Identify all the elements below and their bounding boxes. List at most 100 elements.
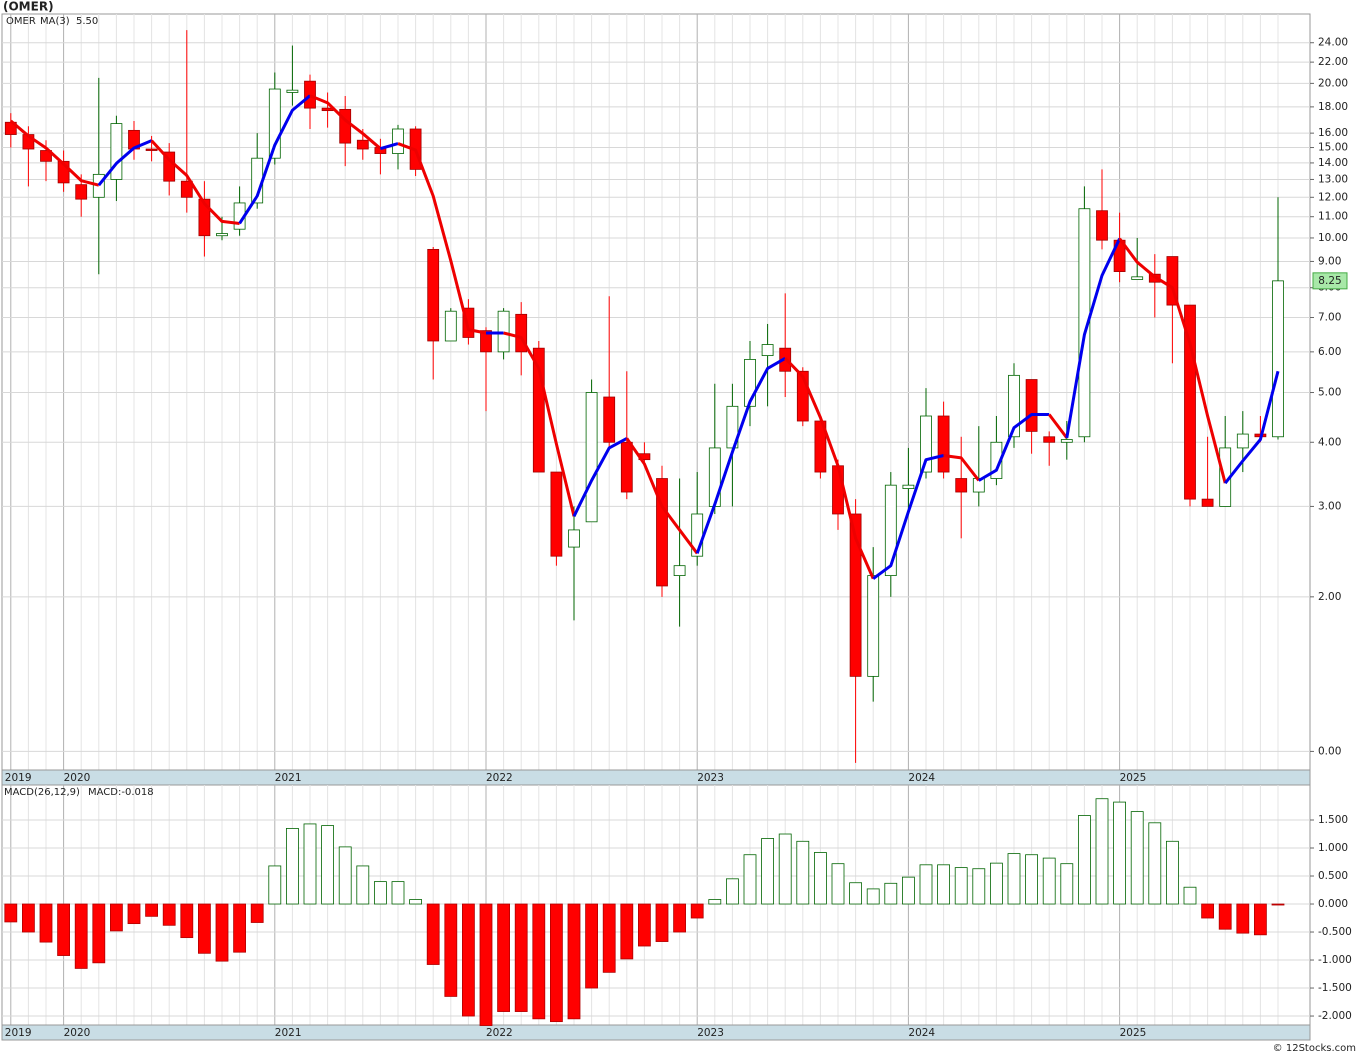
macd-bar bbox=[673, 903, 686, 933]
macd-bar bbox=[919, 864, 933, 905]
moving-average-line bbox=[1065, 237, 1121, 439]
moving-average-line bbox=[872, 454, 944, 580]
macd-bar bbox=[620, 903, 634, 960]
macd-bar bbox=[215, 903, 229, 962]
x-tick-label: 2022 bbox=[486, 1027, 513, 1039]
indicator-value: MACD:-0.018 bbox=[88, 787, 154, 798]
macd-bar bbox=[426, 903, 440, 965]
candle-body bbox=[1096, 210, 1108, 241]
candle-body bbox=[304, 80, 316, 109]
macd-bar bbox=[356, 865, 370, 905]
macd-bar bbox=[849, 882, 862, 905]
y-tick-label: -1.000 bbox=[1318, 954, 1352, 966]
macd-bar bbox=[1060, 863, 1074, 905]
page-title: (OMER) bbox=[3, 0, 54, 14]
y-tick-label: -1.500 bbox=[1318, 982, 1352, 994]
macd-bar bbox=[1007, 853, 1021, 905]
candle-body bbox=[268, 88, 281, 159]
macd-bar bbox=[162, 903, 176, 926]
candle-body bbox=[515, 313, 528, 353]
candle-body bbox=[462, 307, 475, 338]
macd-bar bbox=[1025, 854, 1038, 905]
ma-name: MA(3) bbox=[40, 16, 70, 27]
y-tick-label: 2.00 bbox=[1318, 591, 1341, 603]
x-axis-band bbox=[1, 769, 1311, 786]
moving-average-line bbox=[1048, 413, 1068, 439]
macd-bar bbox=[250, 903, 264, 923]
candle-body bbox=[1184, 304, 1196, 500]
y-tick-label: 16.00 bbox=[1318, 127, 1348, 139]
moving-average-line bbox=[150, 139, 240, 225]
candle-body bbox=[1201, 498, 1214, 507]
candle-body bbox=[744, 359, 756, 407]
macd-bar bbox=[74, 903, 88, 969]
x-tick-label: 2021 bbox=[275, 1027, 302, 1039]
y-tick-label: -2.000 bbox=[1318, 1010, 1352, 1022]
macd-bar bbox=[1201, 903, 1214, 919]
y-tick-label: 1.500 bbox=[1318, 814, 1348, 826]
y-tick-label: 12.00 bbox=[1318, 191, 1348, 203]
x-tick-label: 2023 bbox=[697, 772, 724, 784]
macd-bar bbox=[21, 903, 35, 933]
moving-average-line bbox=[379, 142, 399, 151]
macd-bar bbox=[796, 840, 810, 905]
credit: © 12Stocks.com bbox=[1273, 1043, 1356, 1054]
y-tick-label: 24.00 bbox=[1318, 37, 1348, 49]
candle-body bbox=[1236, 433, 1249, 449]
moving-average-line bbox=[784, 357, 875, 580]
candle-body bbox=[656, 478, 668, 587]
candle-body bbox=[884, 484, 897, 576]
y-tick-label: 0.00 bbox=[1318, 745, 1341, 757]
x-tick-label: 2025 bbox=[1120, 1027, 1147, 1039]
macd-bar bbox=[391, 881, 405, 905]
y-tick-label: 0.500 bbox=[1318, 870, 1348, 882]
candle-body bbox=[216, 233, 228, 237]
y-tick-label: 3.00 bbox=[1318, 500, 1341, 512]
last-price-box bbox=[1312, 272, 1348, 290]
y-tick-label: 15.00 bbox=[1318, 142, 1348, 154]
candle-body bbox=[568, 529, 580, 548]
y-tick-label: 7.00 bbox=[1318, 311, 1341, 323]
macd-bar bbox=[814, 852, 827, 905]
macd-bar bbox=[902, 876, 915, 905]
macd-bar bbox=[110, 903, 123, 932]
candle-body bbox=[1131, 276, 1144, 280]
candle-body bbox=[1043, 436, 1056, 443]
y-tick-label: 1.000 bbox=[1318, 842, 1348, 854]
macd-bar bbox=[1218, 903, 1232, 930]
y-tick-label: 13.00 bbox=[1318, 173, 1348, 185]
macd-bar bbox=[338, 846, 352, 905]
macd-bar bbox=[1236, 903, 1250, 934]
candle-body bbox=[444, 310, 457, 342]
candle-body bbox=[620, 441, 633, 493]
macd-bar bbox=[4, 903, 18, 923]
moving-average-line bbox=[695, 356, 786, 554]
moving-average-line bbox=[397, 142, 487, 335]
macd-bar bbox=[638, 903, 651, 947]
macd-bar bbox=[1113, 801, 1126, 905]
x-tick-label: 2025 bbox=[1120, 772, 1147, 784]
macd-bar bbox=[444, 903, 458, 997]
macd-bar bbox=[708, 899, 722, 905]
x-axis-band bbox=[1, 1024, 1311, 1041]
macd-bar bbox=[373, 881, 387, 905]
candle-body bbox=[1025, 379, 1038, 432]
candle-body bbox=[1008, 374, 1020, 438]
y-tick-label: 14.00 bbox=[1318, 157, 1348, 169]
candle-body bbox=[708, 447, 721, 507]
y-tick-label: 10.00 bbox=[1318, 232, 1348, 244]
macd-bar bbox=[585, 903, 598, 989]
macd-bar bbox=[180, 903, 194, 939]
x-tick-label: 2020 bbox=[64, 1027, 91, 1039]
y-tick-label: 22.00 bbox=[1318, 56, 1348, 68]
symbol-label: OMER bbox=[6, 16, 36, 27]
candle-body bbox=[356, 139, 369, 150]
macd-bar bbox=[197, 903, 211, 954]
x-tick-label: 2019 bbox=[5, 772, 32, 784]
x-tick-label: 2019 bbox=[5, 1027, 32, 1039]
candle-body bbox=[392, 128, 404, 154]
macd-bar bbox=[550, 903, 563, 1023]
candle-body bbox=[761, 344, 774, 357]
x-tick-label: 2024 bbox=[908, 1027, 935, 1039]
candle-body bbox=[796, 370, 809, 422]
